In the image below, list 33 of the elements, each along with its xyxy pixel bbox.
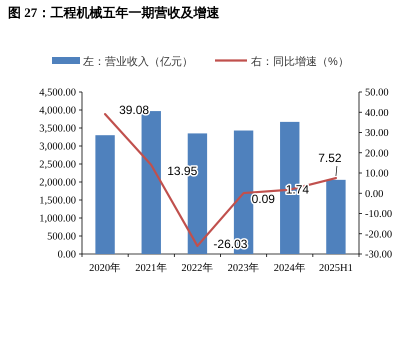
y2-tick-label: 40.00 <box>365 108 389 119</box>
bar <box>326 180 346 254</box>
x-tick-label: 2025H1 <box>318 263 353 274</box>
legend-label: 左：营业收入（亿元） <box>83 55 193 68</box>
y-tick-label: 0.00 <box>58 250 76 260</box>
y-tick-label: 2,000.00 <box>39 178 76 188</box>
x-tick-label: 2022年 <box>181 262 214 274</box>
y2-tick-label: 10.00 <box>365 168 389 180</box>
bar <box>95 135 115 254</box>
y2-tick-label: 20.00 <box>365 148 389 160</box>
x-tick-label: 2023年 <box>228 262 260 274</box>
y-tick-label: 500.00 <box>47 232 76 242</box>
y-tick-label: 4,500.00 <box>39 88 76 98</box>
y-tick-label: 2,500.00 <box>39 160 76 170</box>
data-label: 1.74 <box>286 182 310 197</box>
x-tick-label: 2020年 <box>89 262 122 274</box>
y2-tick-label: 0.00 <box>365 188 384 200</box>
x-tick-label: 2024年 <box>274 262 306 274</box>
y-tick-label: 3,500.00 <box>39 124 76 134</box>
y-tick-label: 1,000.00 <box>39 214 76 224</box>
y-tick-label: 3,000.00 <box>39 142 76 152</box>
y2-tick-label: 50.00 <box>365 88 389 98</box>
x-tick-label: 2021年 <box>135 262 168 274</box>
y2-tick-label: -30.00 <box>365 250 392 260</box>
y2-tick-label: -20.00 <box>365 229 392 240</box>
y2-tick-label: -10.00 <box>365 209 392 220</box>
y-tick-label: 4,000.00 <box>39 106 76 116</box>
y-tick-label: 1,500.00 <box>39 196 76 206</box>
chart-title: 图 27：工程机械五年一期营收及增速 <box>8 5 220 20</box>
legend-label: 右：同比增速（%） <box>251 55 349 68</box>
data-label: 39.08 <box>119 103 150 118</box>
y2-tick-label: 30.00 <box>365 128 389 139</box>
data-label: 7.52 <box>318 151 342 166</box>
